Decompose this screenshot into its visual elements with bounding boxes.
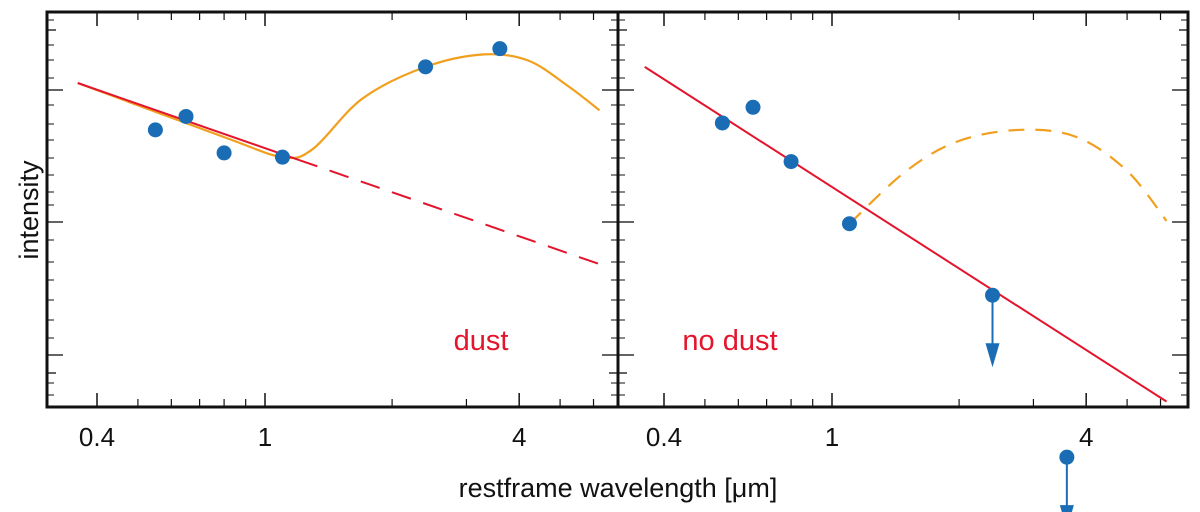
x-tick-label: 4 <box>1079 422 1093 452</box>
x-tick-labels: 0.4 1 4 0.4 1 4 <box>79 422 1093 452</box>
data-point <box>714 115 730 131</box>
data-point <box>178 108 194 124</box>
upper-limit-arrow-head <box>985 343 1000 368</box>
orange-fit-line <box>77 53 601 160</box>
data-point <box>841 216 857 232</box>
upper-limit-arrow-head <box>1059 505 1074 512</box>
data-point <box>216 145 232 161</box>
panel-dust-ticks <box>47 12 618 407</box>
y-axis-title: intensity <box>14 160 44 260</box>
panel-dust-annotation: dust <box>454 325 509 357</box>
x-tick-label: 4 <box>512 422 526 452</box>
data-point <box>274 149 290 165</box>
data-point <box>492 41 508 57</box>
x-tick-label: 1 <box>825 422 839 452</box>
data-point <box>783 154 799 170</box>
x-tick-label: 0.4 <box>79 422 115 452</box>
x-tick-label: 0.4 <box>646 422 682 452</box>
panel-no-dust: no dust <box>618 12 1188 512</box>
red-fit-line-dashed <box>298 158 600 266</box>
panel-no-dust-points <box>714 99 1075 512</box>
panel-dust-fit-lines <box>77 53 601 266</box>
panel-dust-points <box>147 41 508 165</box>
x-axis-title: restframe wavelength [μm] <box>459 473 778 503</box>
panel-frames <box>45 10 1190 409</box>
data-point <box>418 59 434 75</box>
panel-no-dust-fit-lines <box>644 66 1168 403</box>
panel-no-dust-annotation: no dust <box>682 325 777 357</box>
x-tick-label: 1 <box>258 422 272 452</box>
red-fit-line <box>644 66 1168 403</box>
panel-dust: dust <box>47 12 618 407</box>
orange-fit-line-dashed <box>848 128 1168 225</box>
data-point <box>745 99 761 115</box>
data-point <box>147 122 163 138</box>
